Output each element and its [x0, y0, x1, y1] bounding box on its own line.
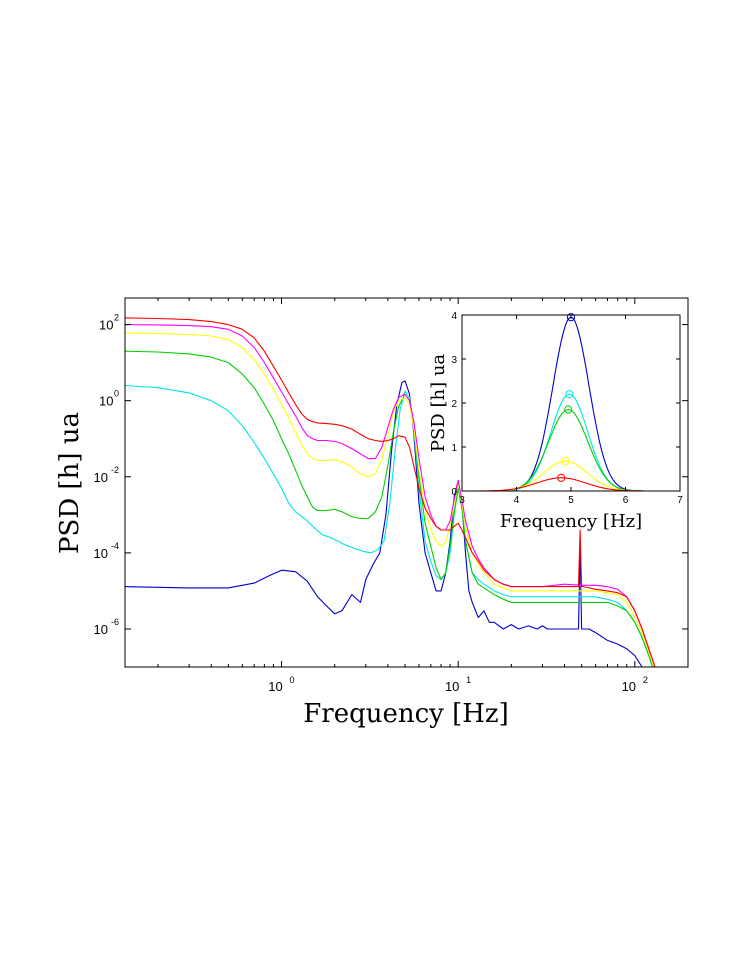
main-x-tick-exponent: 1 [466, 675, 471, 685]
inset-x-tick-label: 7 [677, 495, 683, 506]
inset-ticks: 3 4 5 6 7 0 1 2 3 4 [451, 311, 683, 506]
inset-chart: 3 4 5 6 7 0 1 2 3 4 Frequency [Hz] PSD [h] ua [428, 311, 683, 532]
main-y-tick-label: 10 [94, 470, 108, 485]
inset-y-tick-label: 2 [451, 399, 457, 410]
inset-background [462, 315, 680, 491]
main-y-axis-label: PSD [h] ua [55, 412, 85, 554]
inset-peak-marker-3 [561, 456, 570, 466]
main-x-tick-exponent: 2 [643, 675, 648, 685]
main-y-tick-exponent: 0 [114, 389, 119, 399]
inset-y-tick-label: 4 [451, 311, 457, 322]
inset-peak-marker-2 [564, 405, 573, 414]
main-y-tick-exponent: -4 [111, 541, 119, 551]
main-x-tick-label: 10 [622, 679, 636, 694]
main-x-tick-exponent: 0 [290, 675, 295, 685]
inset-peak-marker-4 [557, 473, 566, 482]
inset-y-axis-label: PSD [h] ua [428, 354, 449, 453]
main-series-line-4 [125, 324, 656, 667]
inset-x-tick-label: 4 [514, 495, 520, 506]
main-y-tick-exponent: 2 [114, 313, 119, 323]
inset-peak-marker-0 [566, 313, 576, 322]
main-x-tick-label: 10 [445, 679, 459, 694]
inset-y-tick-label: 3 [451, 355, 457, 366]
inset-y-tick-label: 1 [451, 443, 457, 454]
main-y-tick-exponent: -2 [111, 465, 119, 475]
inset-x-tick-label: 5 [568, 495, 574, 506]
main-y-tick-exponent: -6 [111, 617, 119, 627]
main-x-tick-label: 10 [268, 679, 282, 694]
main-y-tick-label: 10 [94, 622, 108, 637]
main-y-tick-label: 10 [99, 318, 113, 333]
main-y-tick-label: 10 [94, 546, 108, 561]
inset-x-axis-label: Frequency [Hz] [500, 511, 642, 532]
main-plot-frame [124, 297, 689, 668]
main-x-axis-label: Frequency [Hz] [303, 699, 509, 729]
main-series-group [125, 317, 656, 667]
main-series-line-5 [125, 317, 656, 667]
inset-x-tick-label: 3 [459, 495, 465, 506]
main-series-line-3 [125, 332, 655, 667]
inset-x-tick-label: 6 [623, 495, 629, 506]
inset-y-tick-label: 0 [451, 487, 457, 498]
main-y-tick-label: 10 [99, 394, 113, 409]
inset-peak-marker-1 [565, 390, 574, 399]
